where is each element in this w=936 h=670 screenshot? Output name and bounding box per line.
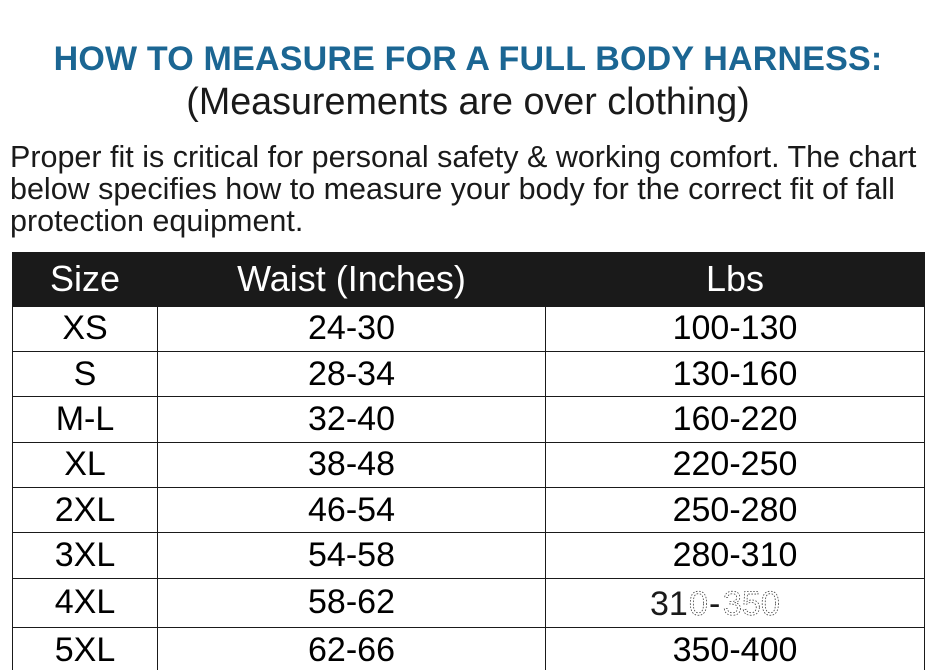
svg-text:350: 350 (723, 585, 780, 623)
svg-text:0: 0 (689, 585, 708, 623)
svg-text:31: 31 (650, 585, 688, 623)
svg-text:-: - (709, 585, 720, 623)
